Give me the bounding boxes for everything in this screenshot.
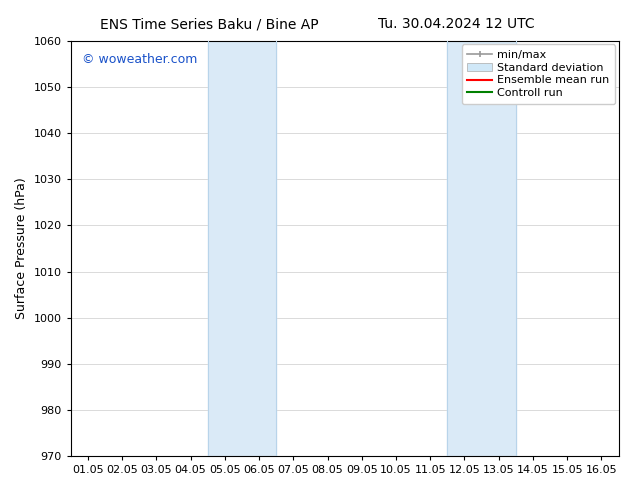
Text: ENS Time Series Baku / Bine AP: ENS Time Series Baku / Bine AP bbox=[100, 17, 318, 31]
Y-axis label: Surface Pressure (hPa): Surface Pressure (hPa) bbox=[15, 178, 28, 319]
Legend: min/max, Standard deviation, Ensemble mean run, Controll run: min/max, Standard deviation, Ensemble me… bbox=[462, 45, 615, 104]
Bar bbox=[208, 41, 276, 456]
Bar bbox=[448, 41, 516, 456]
Text: Tu. 30.04.2024 12 UTC: Tu. 30.04.2024 12 UTC bbox=[378, 17, 535, 31]
Text: © woweather.com: © woweather.com bbox=[82, 53, 197, 67]
